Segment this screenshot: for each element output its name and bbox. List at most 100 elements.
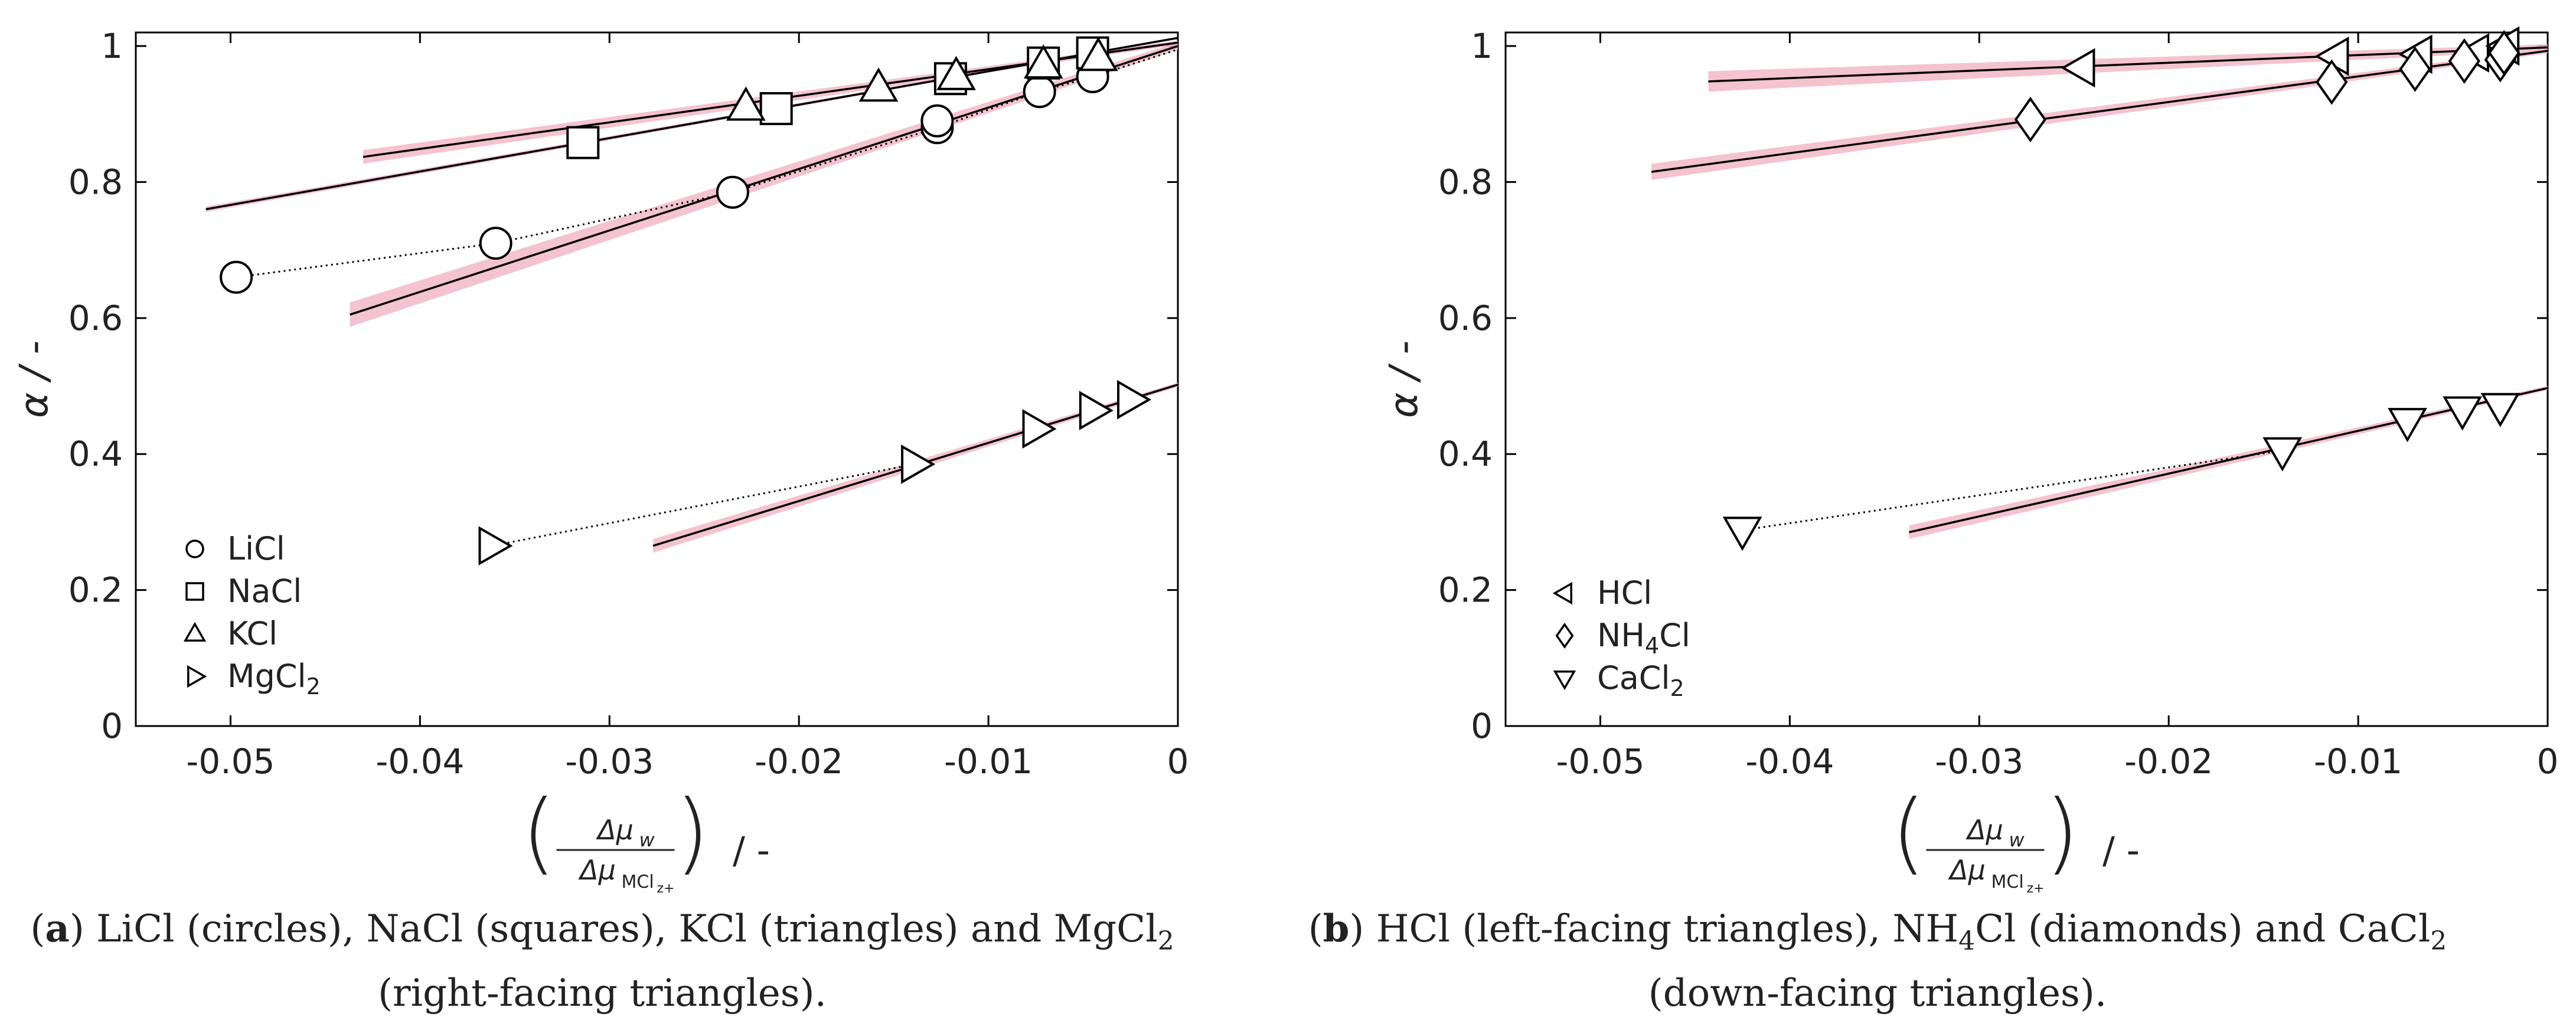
- legend-marker: [1553, 671, 1576, 691]
- dotted-line-cacl2: [1742, 450, 2283, 531]
- chart-panel-a: -0.05 -0.04 -0.03 -0.02 -0.01 0 0 0.2 0.4 0.6 0.8 1…: [11, 26, 1189, 896]
- data-point-licl: [479, 227, 512, 260]
- legend-label-text: MgCl: [227, 658, 306, 695]
- legend-label: LiCl: [227, 530, 285, 567]
- x-tick-label: 0: [1167, 741, 1189, 782]
- data-point-kcl: [936, 55, 976, 90]
- legend-marker: [185, 582, 204, 601]
- x-axis-label-paren-right: ): [675, 782, 710, 884]
- legend-label: KCl: [227, 615, 277, 652]
- data-point-kcl: [1023, 44, 1063, 79]
- legend-label-text: LiCl: [227, 530, 285, 567]
- caption-a: (a) LiCl (circles), NaCl (squares), KCl …: [30, 907, 1174, 1015]
- x-axis-label-numerator-sub: w: [2009, 829, 2025, 851]
- x-axis-label-paren-right: ): [2045, 782, 2079, 884]
- data-point-hcl: [2061, 48, 2095, 88]
- legend-label-sub: 2: [306, 673, 321, 699]
- data-point-nacl: [759, 92, 793, 125]
- legend-marker: [1555, 623, 1574, 649]
- legend-marker: [187, 665, 207, 688]
- data-point-mgcl2: [1079, 391, 1114, 430]
- x-axis-label-numerator-sub: w: [639, 829, 655, 851]
- x-axis-label-denominator-sub: MCl: [1991, 872, 2024, 892]
- fit-line-nacl: [205, 37, 1178, 211]
- y-axis-label: α / -: [11, 341, 57, 418]
- data-point-cacl2: [2480, 393, 2521, 427]
- legend-label-text-2: Cl: [1659, 617, 1690, 654]
- data-point-nh4cl: [2014, 96, 2047, 143]
- y-tick-label: 0.8: [68, 162, 123, 202]
- y-tick-label: 1: [1471, 26, 1493, 66]
- caption-a-tag: a: [45, 907, 70, 951]
- data-point-mgcl2: [478, 526, 513, 566]
- y-tick-label: 1: [101, 26, 123, 66]
- legend-label: NH4Cl: [1597, 617, 1690, 659]
- y-tick-label: 0.6: [68, 298, 123, 338]
- y-tick-label: 0.2: [68, 570, 123, 610]
- data-point-licl: [220, 260, 253, 294]
- legend-label-text: KCl: [227, 615, 277, 652]
- caption-b-sub: 4: [1958, 926, 1976, 956]
- x-tick-label: 0: [2537, 741, 2559, 782]
- x-tick-label: -0.04: [376, 741, 464, 782]
- legend-label: MgCl2: [227, 658, 321, 699]
- legend-marker: [185, 539, 204, 558]
- caption-b: (b) HCl (left-facing triangles), NH4Cl (…: [1308, 907, 2447, 1015]
- data-point-cacl2: [2262, 437, 2303, 472]
- data-point-cacl2: [2443, 396, 2482, 431]
- y-tick-label: 0: [101, 706, 123, 746]
- y-tick-label: 0.4: [1438, 434, 1493, 474]
- data-point-kcl: [1078, 37, 1118, 71]
- x-tick-label: -0.05: [186, 741, 275, 782]
- caption-a-sub: 2: [1157, 926, 1174, 956]
- data-point-nh4cl: [2448, 38, 2480, 84]
- data-point-nh4cl: [2399, 46, 2431, 92]
- fit-line-cacl2: [1909, 387, 2548, 534]
- data-point-kcl: [858, 67, 899, 102]
- x-tick-label: -0.05: [1556, 741, 1644, 782]
- x-tick-label: -0.01: [944, 741, 1033, 782]
- plot-frame: [135, 31, 1179, 727]
- y-tick-label: 0.4: [68, 434, 123, 474]
- y-tick-label: 0.8: [1438, 162, 1493, 202]
- x-tick-label: -0.04: [1745, 741, 1834, 782]
- x-tick-label: -0.02: [2124, 741, 2213, 782]
- legend-label-text: HCl: [1597, 574, 1652, 612]
- caption-b-text-mid: Cl (diamonds) and CaCl: [1975, 907, 2431, 951]
- caption-b-tag: b: [1323, 907, 1350, 951]
- x-tick-label: -0.03: [1935, 741, 2023, 782]
- x-tick-label: -0.01: [2314, 741, 2402, 782]
- y-axis-label: α / -: [1381, 341, 1426, 418]
- legend-label-text: CaCl: [1597, 659, 1670, 697]
- x-axis-label-unit: / -: [2102, 829, 2140, 872]
- x-axis-label-paren-left: (: [521, 782, 556, 884]
- data-point-licl: [716, 175, 749, 209]
- x-axis-label: ()Δμ wΔμ MCl z+/ -: [1891, 782, 2140, 896]
- legend-label: HCl: [1597, 574, 1652, 612]
- data-point-kcl: [726, 86, 766, 121]
- x-axis-label-unit: / -: [733, 829, 770, 872]
- fit-line-nh4cl: [1651, 50, 2548, 173]
- legend-label: CaCl2: [1597, 659, 1684, 701]
- x-axis-label-denominator-subsub: z+: [657, 881, 675, 896]
- data-point-licl: [1023, 75, 1056, 109]
- data-point-mgcl2: [1022, 409, 1057, 449]
- caption-b-text-2: (down-facing triangles).: [1648, 971, 2107, 1015]
- caption-a-text-2: (right-facing triangles).: [378, 971, 827, 1015]
- x-axis-label-denominator: Δμ: [578, 854, 616, 886]
- chart-panel-b: -0.05 -0.04 -0.03 -0.02 -0.01 0 0 0.2 0.4 0.6 0.8 1…: [1381, 26, 2558, 896]
- caption-b-sub-2: 2: [2430, 926, 2447, 956]
- x-tick-label: -0.03: [565, 741, 654, 782]
- data-point-mgcl2: [1117, 380, 1152, 420]
- x-axis-label-denominator-sub: MCl: [622, 872, 654, 892]
- x-axis-label-denominator-subsub: z+: [2027, 881, 2045, 896]
- legend: LiCl NaCl KCl MgCl2: [183, 530, 321, 699]
- plot-frame: [1504, 31, 2549, 727]
- legend-label-text: NaCl: [227, 573, 302, 610]
- data-point-cacl2: [2388, 408, 2427, 443]
- x-axis-label-numerator: Δμ: [596, 814, 634, 846]
- legend-marker: [183, 622, 207, 642]
- x-axis-label-paren-left: (: [1891, 782, 1926, 884]
- data-point-nh4cl: [2488, 30, 2521, 76]
